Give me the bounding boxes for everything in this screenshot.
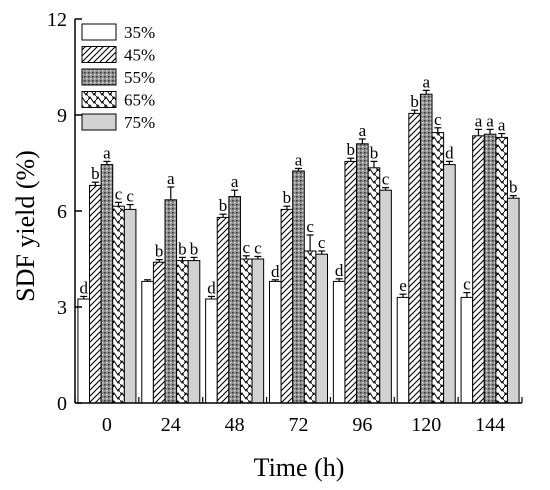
bar-75pct-120 [443, 164, 456, 404]
bar-65pct-144 [495, 136, 508, 404]
significance-label: c [463, 275, 471, 294]
bar-65pct-0 [112, 205, 125, 404]
significance-label: e [399, 276, 407, 295]
significance-label: b [283, 188, 292, 207]
significance-label: b [347, 140, 356, 159]
bar-45pct-144 [472, 135, 485, 404]
significance-label: c [382, 170, 390, 189]
bar-45pct-72 [280, 208, 294, 404]
significance-label: d [335, 261, 344, 280]
significance-label: b [178, 239, 187, 258]
significance-label: b [91, 164, 100, 183]
bar-55pct-72 [292, 170, 305, 404]
significance-label: a [498, 116, 506, 135]
bar-65pct-24 [176, 260, 189, 404]
y-tick-label: 12 [47, 9, 67, 31]
bar-55pct-144 [483, 133, 497, 404]
significance-label: b [370, 143, 379, 162]
bar-45pct-0 [89, 184, 102, 404]
significance-label: c [126, 187, 134, 206]
bar-55pct-0 [100, 164, 114, 404]
bar-45pct-120 [408, 112, 421, 404]
y-tick-label: 6 [57, 201, 67, 223]
significance-label: d [79, 278, 88, 297]
significance-label: b [219, 196, 228, 215]
bar-75pct-24 [187, 260, 201, 404]
x-tick-label: 144 [475, 414, 505, 436]
significance-label: d [207, 278, 216, 297]
significance-label: b [509, 178, 518, 197]
bar-65pct-96 [367, 167, 381, 404]
x-tick-label: 72 [289, 414, 309, 436]
bar-45pct-24 [152, 261, 166, 404]
significance-label: a [231, 172, 239, 191]
significance-label: a [359, 121, 367, 140]
bar-55pct-48 [228, 196, 241, 404]
bar-75pct-96 [379, 189, 392, 404]
legend-swatch-65pct [81, 91, 117, 108]
bar-65pct-120 [431, 132, 445, 404]
significance-label: b [410, 92, 419, 111]
x-axis-title: Time (h) [254, 453, 345, 482]
bar-65pct-48 [239, 258, 253, 404]
significance-label: c [306, 217, 314, 236]
x-tick-label: 96 [352, 414, 372, 436]
significance-label: c [242, 238, 250, 257]
significance-label: d [271, 262, 280, 281]
bar-35pct-96 [332, 280, 346, 404]
significance-label: c [318, 233, 326, 252]
legend-swatch-55pct [81, 68, 117, 86]
bar-55pct-24 [164, 199, 178, 404]
legend-label: 35% [124, 23, 155, 42]
bar-55pct-96 [356, 143, 369, 404]
bar-75pct-72 [315, 253, 328, 404]
significance-label: a [167, 169, 175, 188]
significance-label: d [445, 143, 454, 162]
legend: 35% 45% 55% 65% 75% [81, 23, 155, 132]
bar-35pct-24 [141, 280, 154, 404]
bar-75pct-144 [506, 197, 520, 404]
significance-label: a [422, 72, 430, 91]
bar-35pct-48 [205, 298, 218, 404]
significance-label: a [295, 150, 303, 169]
bar-65pct-72 [303, 250, 317, 404]
x-tick-label: 24 [161, 414, 181, 436]
significance-label: a [475, 111, 483, 130]
y-tick-label: 3 [57, 297, 67, 319]
legend-label: 55% [124, 68, 155, 87]
significance-label: c [434, 110, 442, 129]
legend-swatch-45pct [81, 46, 117, 63]
bar-35pct-144 [460, 296, 474, 404]
legend-swatch-35pct [81, 23, 117, 41]
y-tick-label: 0 [57, 393, 67, 415]
bar-35pct-72 [269, 280, 282, 404]
legend-swatch-75pct [81, 113, 117, 131]
significance-label: a [103, 143, 111, 162]
y-tick-label: 9 [57, 105, 67, 127]
significance-label: a [486, 111, 494, 130]
significance-label: c [115, 184, 123, 203]
bar-75pct-0 [123, 208, 137, 404]
bar-45pct-48 [216, 216, 230, 404]
bar-35pct-0 [77, 298, 91, 404]
legend-label: 45% [124, 46, 155, 65]
x-tick-label: 48 [225, 414, 245, 436]
significance-label: b [190, 239, 199, 258]
y-axis-title: SDF yield (%) [11, 150, 40, 302]
legend-label: 65% [124, 91, 155, 110]
bar-35pct-120 [396, 296, 410, 404]
x-tick-label: 0 [102, 414, 112, 436]
x-tick-label: 120 [411, 414, 441, 436]
bar-45pct-96 [344, 160, 358, 404]
bar-75pct-48 [251, 258, 265, 404]
legend-label: 75% [124, 113, 155, 132]
significance-label: c [254, 238, 262, 257]
significance-label: b [155, 242, 164, 261]
bar-55pct-120 [419, 93, 433, 404]
